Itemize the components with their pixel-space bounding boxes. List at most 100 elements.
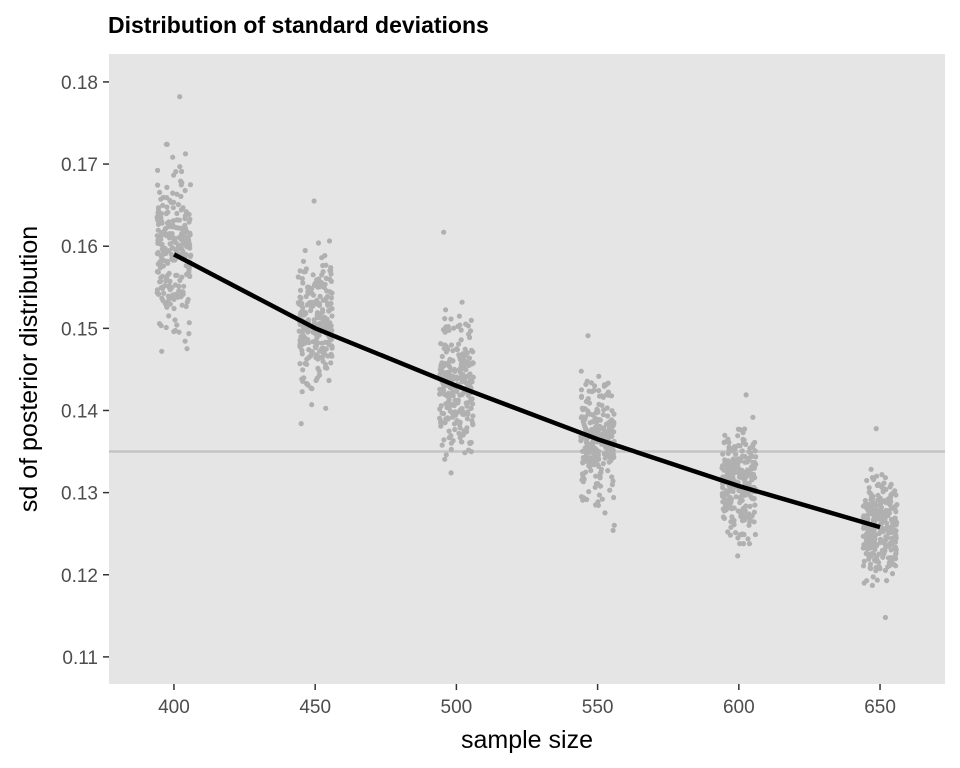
- data-point: [165, 260, 171, 266]
- data-point: [300, 367, 306, 373]
- data-point: [311, 198, 317, 204]
- data-point: [468, 405, 474, 411]
- data-point: [155, 182, 161, 188]
- data-point: [323, 298, 329, 304]
- data-point: [584, 443, 590, 449]
- y-tick-label: 0.18: [61, 73, 98, 94]
- data-point: [463, 321, 469, 327]
- data-point: [874, 482, 880, 488]
- data-point: [163, 225, 169, 231]
- data-point: [587, 420, 593, 426]
- data-point: [438, 341, 444, 347]
- data-point: [607, 487, 613, 493]
- data-point: [164, 233, 170, 239]
- data-point: [610, 527, 616, 534]
- data-point: [731, 522, 737, 528]
- data-point: [186, 239, 192, 245]
- data-point: [329, 313, 335, 319]
- data-point: [592, 424, 599, 430]
- data-point: [183, 263, 189, 269]
- data-point: [448, 470, 454, 476]
- data-point: [465, 411, 471, 417]
- data-point: [596, 373, 602, 379]
- data-point: [439, 442, 445, 448]
- data-point: [582, 414, 589, 420]
- x-tick-label: 400: [158, 697, 190, 718]
- data-point: [746, 522, 752, 528]
- data-point: [876, 559, 882, 566]
- data-point: [159, 348, 165, 354]
- data-point: [304, 361, 310, 367]
- plot-panel: [109, 54, 945, 684]
- data-point: [328, 360, 334, 366]
- data-point: [737, 474, 743, 480]
- data-point: [161, 257, 167, 263]
- data-point: [893, 519, 899, 525]
- data-point: [611, 522, 617, 528]
- data-point: [163, 210, 170, 216]
- data-point: [328, 337, 334, 343]
- data-point: [872, 507, 878, 514]
- x-tick-label: 650: [864, 697, 896, 718]
- data-point: [580, 472, 586, 478]
- data-point: [298, 421, 304, 427]
- data-point: [459, 363, 465, 369]
- data-point: [179, 180, 185, 186]
- data-point: [174, 191, 180, 197]
- data-point: [186, 211, 192, 217]
- data-point: [601, 407, 607, 413]
- data-point: [445, 324, 451, 330]
- data-point: [747, 503, 753, 509]
- data-point: [879, 484, 885, 491]
- data-point: [737, 427, 743, 433]
- data-point: [164, 204, 170, 210]
- data-point: [725, 450, 731, 456]
- data-point: [302, 247, 308, 254]
- data-point: [329, 353, 335, 359]
- data-point: [737, 499, 743, 506]
- data-point: [751, 519, 757, 525]
- data-point: [178, 236, 184, 243]
- data-point: [578, 438, 584, 444]
- data-point: [319, 272, 325, 278]
- data-point: [730, 474, 736, 480]
- data-point: [450, 374, 457, 380]
- data-point: [456, 353, 462, 359]
- data-point: [448, 392, 454, 398]
- data-point: [584, 496, 590, 503]
- data-point: [738, 469, 745, 475]
- data-point: [885, 564, 891, 570]
- data-point: [182, 187, 188, 194]
- data-point: [735, 535, 741, 541]
- data-point: [741, 492, 747, 498]
- data-point: [310, 299, 316, 306]
- data-point: [722, 457, 728, 463]
- data-point: [580, 479, 586, 485]
- data-point: [745, 536, 751, 542]
- data-point: [462, 450, 468, 456]
- data-point: [720, 485, 726, 491]
- data-point: [180, 289, 186, 295]
- data-point: [462, 353, 468, 359]
- data-point: [443, 349, 449, 355]
- data-point: [186, 331, 192, 337]
- data-point: [309, 402, 315, 408]
- data-point: [316, 372, 322, 378]
- data-point: [721, 440, 727, 446]
- data-point: [744, 468, 750, 474]
- data-point: [741, 454, 747, 460]
- data-point: [727, 485, 733, 491]
- data-point: [442, 329, 448, 335]
- data-point: [578, 387, 585, 393]
- data-point: [468, 360, 474, 367]
- data-point: [186, 219, 192, 225]
- data-point: [601, 451, 607, 457]
- data-point: [469, 379, 475, 385]
- data-point: [318, 315, 324, 321]
- y-tick-label: 0.15: [61, 319, 98, 340]
- data-point: [164, 141, 170, 147]
- data-point: [451, 421, 458, 427]
- data-point: [450, 414, 456, 420]
- data-point: [462, 346, 468, 352]
